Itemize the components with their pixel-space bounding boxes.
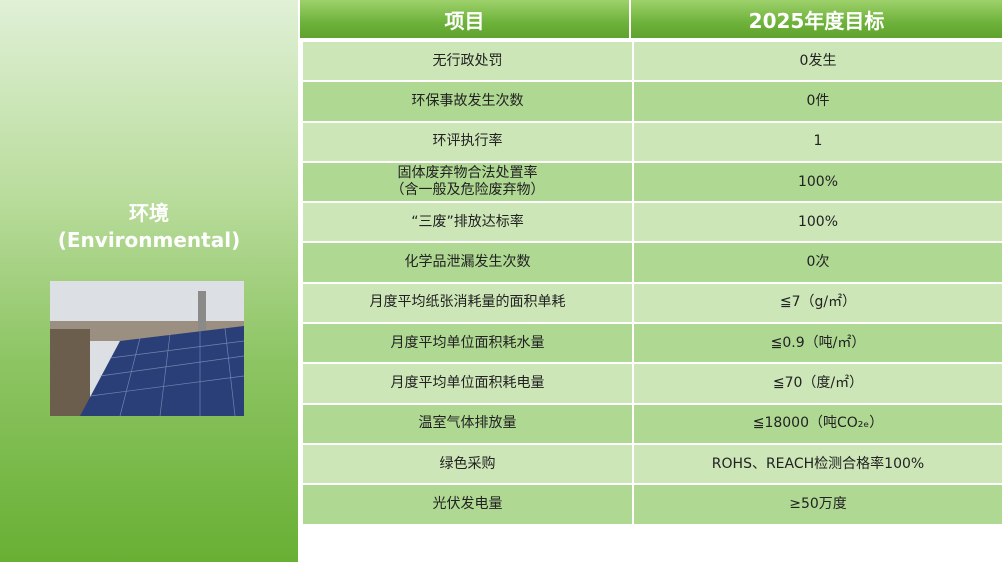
item-text: 月度平均单位面积耗电量	[390, 375, 545, 392]
table-row: 月度平均单位面积耗电量 ≦70（度/㎡）	[303, 362, 1002, 403]
item-text: 固体废弃物合法处置率	[397, 165, 538, 182]
table-row: 环评执行率 1	[303, 120, 1002, 161]
item-subtext: （含一般及危险废弃物）	[390, 182, 545, 199]
target-cell: 0件	[806, 92, 830, 109]
item-cell: 月度平均单位面积耗水量	[303, 324, 634, 363]
table-row: 固体废弃物合法处置率 （含一般及危险废弃物） 100%	[303, 160, 1002, 202]
item-text: 月度平均单位面积耗水量	[390, 334, 545, 351]
target-cell: ≦70（度/㎡）	[772, 375, 864, 392]
target-cell: ROHS、REACH检测合格率100%	[711, 455, 925, 472]
target-cell: 0次	[806, 254, 830, 271]
target-cell: ≥50万度	[789, 495, 847, 512]
item-text: 绿色采购	[439, 455, 496, 472]
target-cell: 0发生	[799, 52, 837, 69]
table-row: 月度平均纸张消耗量的面积单耗 ≦7（g/㎡）	[303, 281, 1002, 323]
item-text: 无行政处罚	[432, 52, 503, 69]
solar-panels-photo	[50, 281, 244, 416]
target-cell: 1	[813, 133, 823, 150]
header-target: 2025年度目标	[748, 8, 885, 33]
target-cell: ≦18000（吨CO₂ₑ）	[752, 415, 884, 432]
header-item: 项目	[300, 0, 631, 38]
item-cell: 化学品泄漏发生次数	[303, 243, 634, 282]
table-row: 绿色采购 ROHS、REACH检测合格率100%	[303, 442, 1002, 484]
item-text: 月度平均纸张消耗量的面积单耗	[369, 294, 566, 311]
category-title-en: (Environmental)	[57, 228, 241, 252]
table-row: 月度平均单位面积耗水量 ≦0.9（吨/㎡）	[303, 322, 1002, 363]
category-title-cn: 环境	[129, 201, 169, 225]
table-row: 光伏发电量 ≥50万度	[303, 483, 1002, 524]
category-title: 环境 (Environmental)	[0, 200, 298, 254]
item-text: 环评执行率	[432, 133, 503, 150]
item-text: 化学品泄漏发生次数	[404, 254, 531, 271]
item-text: “三废”排放达标率	[411, 213, 524, 230]
item-cell: 光伏发电量	[303, 485, 634, 524]
item-cell: 环保事故发生次数	[303, 82, 634, 121]
item-text: 温室气体排放量	[418, 415, 517, 432]
category-panel: 环境 (Environmental)	[0, 0, 298, 562]
table-header: 项目 2025年度目标	[300, 0, 1002, 38]
item-cell: 固体废弃物合法处置率 （含一般及危险废弃物）	[303, 162, 634, 202]
table-row: 化学品泄漏发生次数 0次	[303, 241, 1002, 282]
item-text: 环保事故发生次数	[411, 92, 524, 109]
table-row: 温室气体排放量 ≦18000（吨CO₂ₑ）	[303, 402, 1002, 443]
table-row: 环保事故发生次数 0件	[303, 80, 1002, 121]
item-cell: 月度平均单位面积耗电量	[303, 364, 634, 403]
item-text: 光伏发电量	[432, 495, 503, 512]
item-cell: “三废”排放达标率	[303, 203, 634, 242]
item-cell: 温室气体排放量	[303, 404, 634, 443]
item-cell: 月度平均纸张消耗量的面积单耗	[303, 283, 634, 323]
target-cell: ≦7（g/㎡）	[779, 294, 857, 311]
table-row: 无行政处罚 0发生	[303, 40, 1002, 81]
target-cell: 100%	[797, 213, 839, 230]
item-cell: 环评执行率	[303, 122, 634, 161]
target-cell: 100%	[797, 173, 839, 190]
table-row: “三废”排放达标率 100%	[303, 201, 1002, 242]
target-cell: ≦0.9（吨/㎡）	[770, 334, 866, 351]
targets-table: 项目 2025年度目标 无行政处罚 0发生环保事故发生次数 0件环评执行率 1 固体废弃…	[300, 0, 1002, 562]
item-cell: 绿色采购	[303, 444, 634, 484]
item-cell: 无行政处罚	[303, 42, 634, 81]
